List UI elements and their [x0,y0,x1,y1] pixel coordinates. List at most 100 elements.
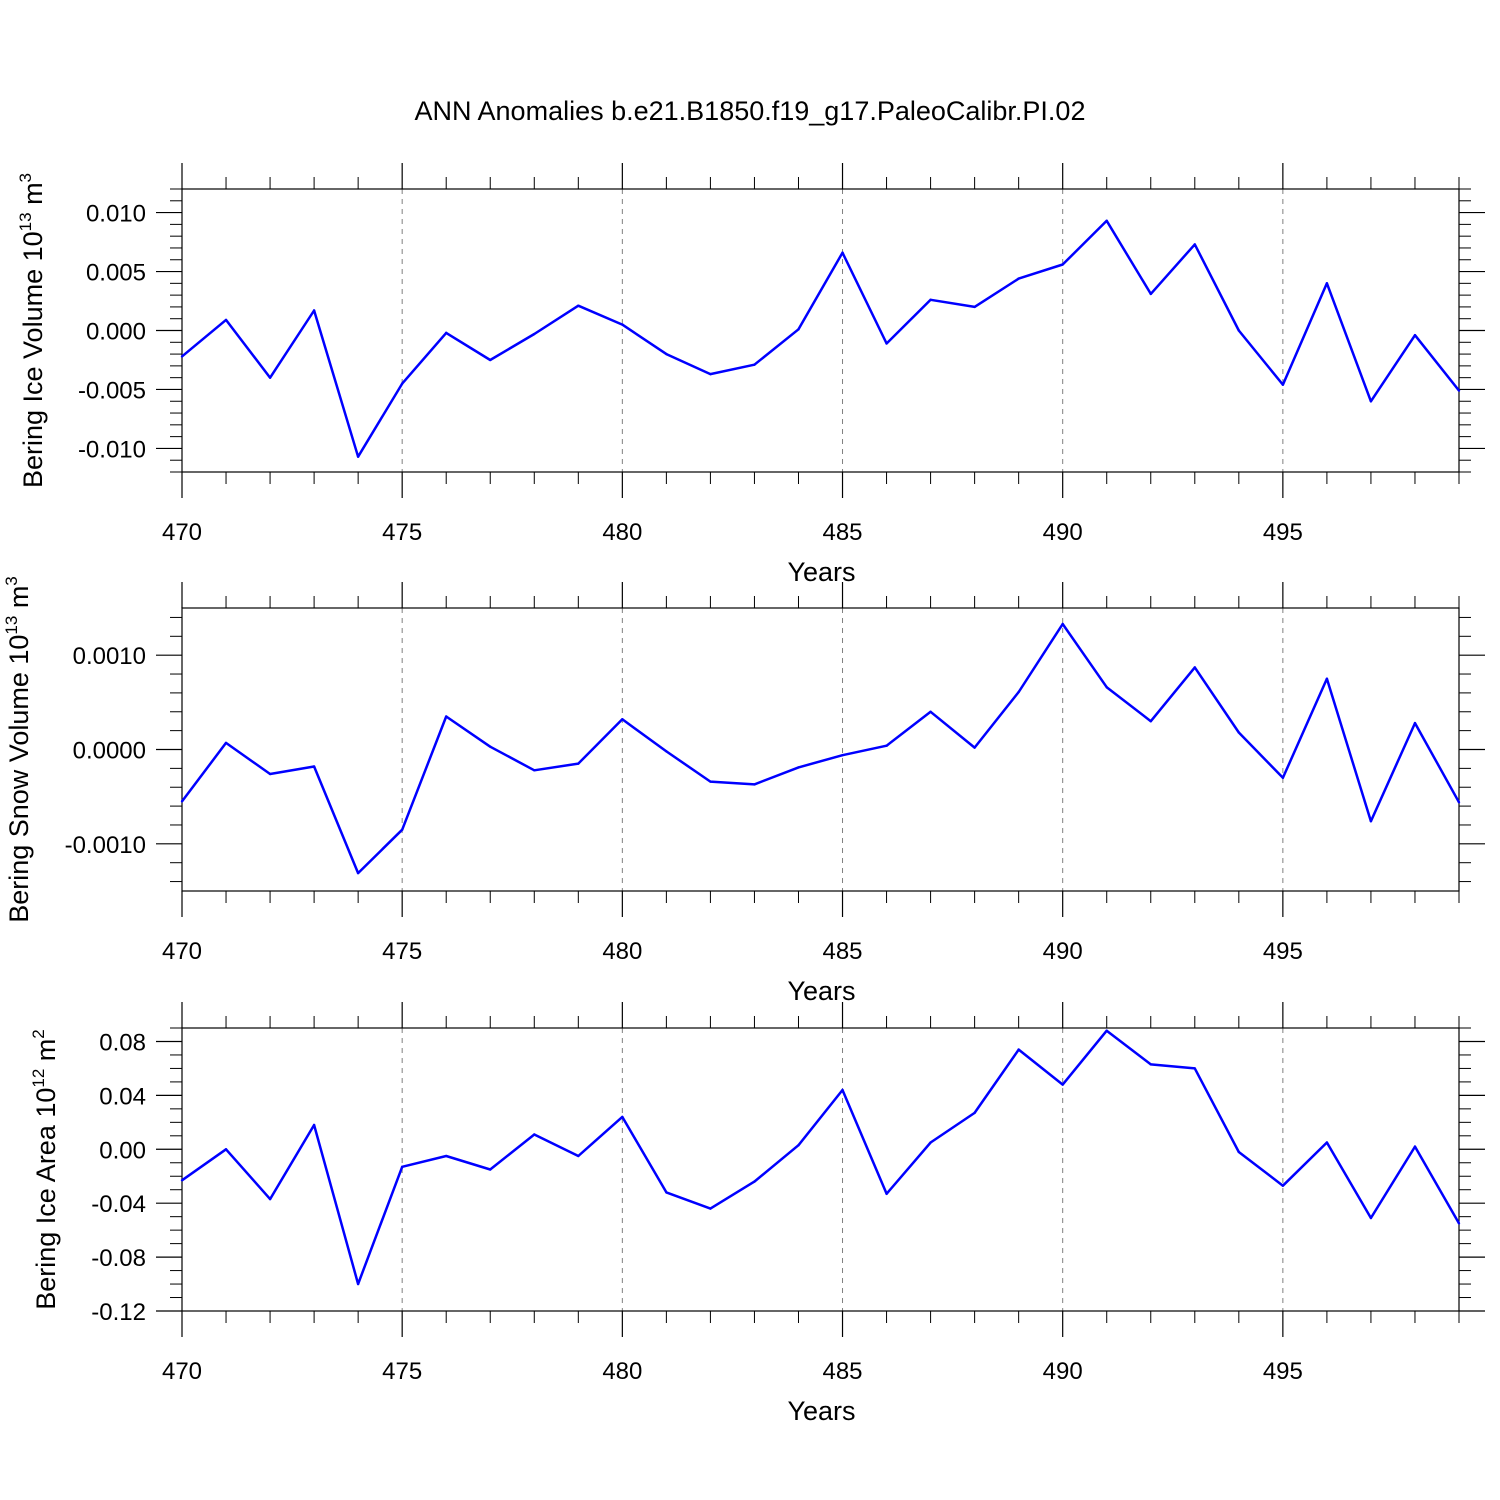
x-tick-label: 485 [822,938,862,965]
y-axis-label-exponent: 12 [29,1069,48,1088]
data-point [1237,731,1241,734]
data-point [929,710,932,713]
x-tick-label: 475 [382,519,422,546]
data-point [533,1133,536,1136]
data-point [1325,282,1329,285]
data-point [753,1180,756,1183]
y-tick-label: 0.010 [86,201,146,228]
chart-panel-1: 470 475 480 485 490 495 -0.010 -0.005 0.000 0.005… [16,163,1485,587]
series-line [181,622,1461,875]
data-point [1061,622,1064,626]
data-point [1193,1067,1196,1070]
x-tick-label: 475 [382,938,422,965]
y-axis-label-unit-exponent: 3 [2,576,21,585]
data-point [577,304,580,307]
data-point [1061,1083,1064,1086]
y-axis-label-exponent: 13 [2,616,21,635]
x-tick-label: 485 [822,1358,862,1385]
data-point [1281,776,1285,779]
data-point [180,1179,184,1182]
x-tick-label: 490 [1043,1358,1083,1385]
data-point [1105,1029,1108,1032]
y-tick-label: 0.005 [86,260,146,287]
data-point [180,800,184,803]
data-point [1237,329,1241,332]
data-point [841,251,844,254]
y-tick-label: 0.04 [99,1083,146,1110]
data-point [224,741,228,745]
x-tick-label: 480 [602,519,642,546]
data-point [841,753,844,757]
data-point [753,363,756,366]
x-tick-label: 490 [1043,938,1083,965]
y-tick-label: -0.0010 [65,832,146,859]
y-axis-label-unit: m [31,1039,61,1069]
data-point [268,772,272,776]
y-tick-label: 0.00 [99,1137,146,1164]
series-line [181,1029,1461,1286]
x-tick-label: 495 [1263,519,1303,546]
data-point [973,1111,976,1115]
data-point [1017,1048,1020,1051]
data-point [268,1197,272,1201]
data-point [1105,219,1108,223]
data-point [268,376,272,379]
y-axis-label-unit-exponent: 3 [16,173,35,182]
data-point [709,1207,712,1210]
data-point [1369,819,1373,823]
y-tick-label: -0.005 [78,377,146,404]
y-axis-label: Bering Ice Area 1012 m2 [29,1029,61,1310]
y-axis-label-text: Bering Snow Volume 10 [4,635,34,923]
y-tick-label: -0.010 [78,436,146,463]
y-axis-label-unit: m [4,586,34,616]
data-point [973,746,976,749]
data-point [665,352,668,356]
data-point [1017,690,1020,694]
y-tick-label: 0.08 [99,1029,146,1056]
data-point [885,1192,888,1195]
x-tick-label: 470 [162,519,202,546]
data-point [1325,677,1329,680]
data-point [753,783,756,786]
y-axis-label-text: Bering Ice Area 10 [31,1088,61,1310]
data-point [1457,1222,1461,1225]
y-axis-label: Bering Snow Volume 1013 m3 [2,576,34,923]
x-tick-label: 495 [1263,1358,1303,1385]
y-tick-label: 0.0010 [73,643,146,670]
data-point [1325,1141,1329,1144]
data-point [312,309,316,312]
x-tick-label: 485 [822,519,862,546]
data-point [224,318,228,322]
data-point [709,780,712,783]
data-point [621,718,624,721]
data-point [621,323,624,326]
data-point [797,1144,800,1147]
data-point [1369,1216,1373,1220]
data-point [1061,263,1064,266]
chart-panel-3: 470 475 480 485 490 495 -0.12 -0.08 -0.04 0.00 0.0… [29,1002,1485,1426]
y-axis-label: Bering Ice Volume 1013 m3 [16,173,48,488]
y-axis-label-text: Bering Ice Volume 10 [18,231,48,488]
chart-panel-2: 470 475 480 485 490 495 -0.0010 0.0000 0.0010 Yea… [2,576,1485,1006]
data-point [1149,720,1152,723]
data-point [841,1088,844,1092]
x-tick-label: 480 [602,1358,642,1385]
data-point [1457,801,1461,804]
data-point [1413,334,1417,337]
data-point [445,331,448,335]
data-point [1457,389,1461,392]
data-point [1281,1184,1285,1187]
data-point [445,715,448,718]
data-point [885,342,888,345]
data-point [224,1148,228,1151]
data-point [312,1123,316,1127]
data-point [356,455,360,458]
data-point [356,1282,360,1286]
data-point [180,355,184,358]
x-tick-label: 495 [1263,938,1303,965]
data-point [489,358,492,362]
plot-frame [181,1027,1460,1312]
y-axis-label-exponent: 13 [16,212,35,231]
data-point [533,332,536,336]
data-point [665,1191,668,1194]
